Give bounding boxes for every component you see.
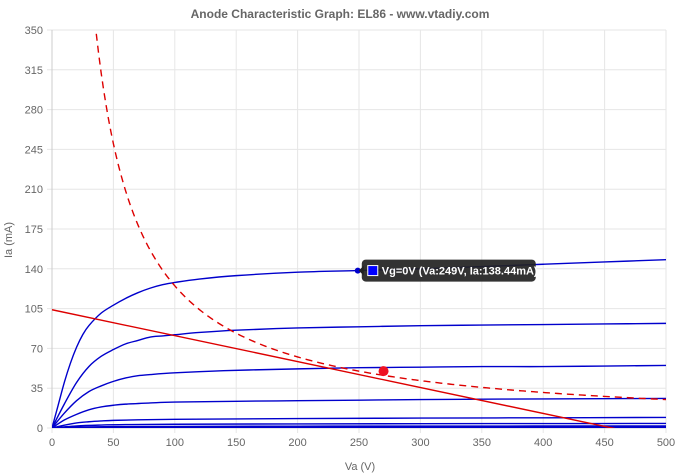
tick-labels: 0 50 100 150 200 250 300 350 400 450 500 0 35 70 105 14… (25, 25, 676, 449)
x-tick-label: 50 (107, 437, 119, 449)
plate-curve-1[interactable] (52, 322, 666, 428)
tooltip-color-swatch (367, 265, 379, 277)
y-tick-label: 280 (25, 105, 43, 117)
chart-title: Anode Characteristic Graph: EL86 - www.v… (191, 7, 490, 21)
hover-point (354, 267, 361, 274)
tooltip-box (361, 259, 536, 282)
operating-point[interactable] (378, 366, 389, 377)
plate-curves[interactable] (48, 259, 666, 428)
y-tick-label: 315 (25, 65, 43, 77)
overlays (52, 30, 666, 428)
y-tick-label: 70 (31, 343, 43, 355)
load-line (52, 309, 616, 428)
x-tick-label: 0 (49, 437, 55, 449)
x-tick-label: 300 (411, 437, 429, 449)
grid (47, 29, 667, 433)
y-tick-label: 210 (25, 184, 43, 196)
x-tick-label: 200 (288, 437, 306, 449)
plate-curve-2[interactable] (52, 364, 666, 428)
x-tick-label: 250 (350, 437, 368, 449)
plate-curve-3[interactable] (52, 397, 666, 428)
plate-curve-5[interactable] (52, 422, 666, 428)
y-tick-label: 245 (25, 144, 43, 156)
x-tick-label: 150 (227, 437, 245, 449)
x-tick-label: 100 (166, 437, 184, 449)
plate-curve-4[interactable] (52, 416, 666, 428)
y-tick-label: 350 (25, 25, 43, 37)
y-tick-label: 0 (37, 423, 43, 435)
tooltip-text: Vg=0V (Va:249V, Ia:138.44mA) (382, 266, 538, 278)
x-tick-label: 350 (473, 437, 491, 449)
y-tick-label: 35 (31, 383, 43, 395)
x-tick-label: 400 (534, 437, 552, 449)
y-tick-label: 105 (25, 304, 43, 316)
y-axis-label: Ia (mA) (3, 222, 15, 258)
max-dissipation-curve (95, 30, 666, 401)
tooltip: Vg=0V (Va:249V, Ia:138.44mA) (354, 259, 538, 282)
x-axis-label: Va (V) (345, 461, 375, 473)
y-tick-label: 175 (25, 224, 43, 236)
y-tick-label: 140 (25, 264, 43, 276)
x-tick-label: 500 (657, 437, 675, 449)
x-tick-label: 450 (595, 437, 613, 449)
